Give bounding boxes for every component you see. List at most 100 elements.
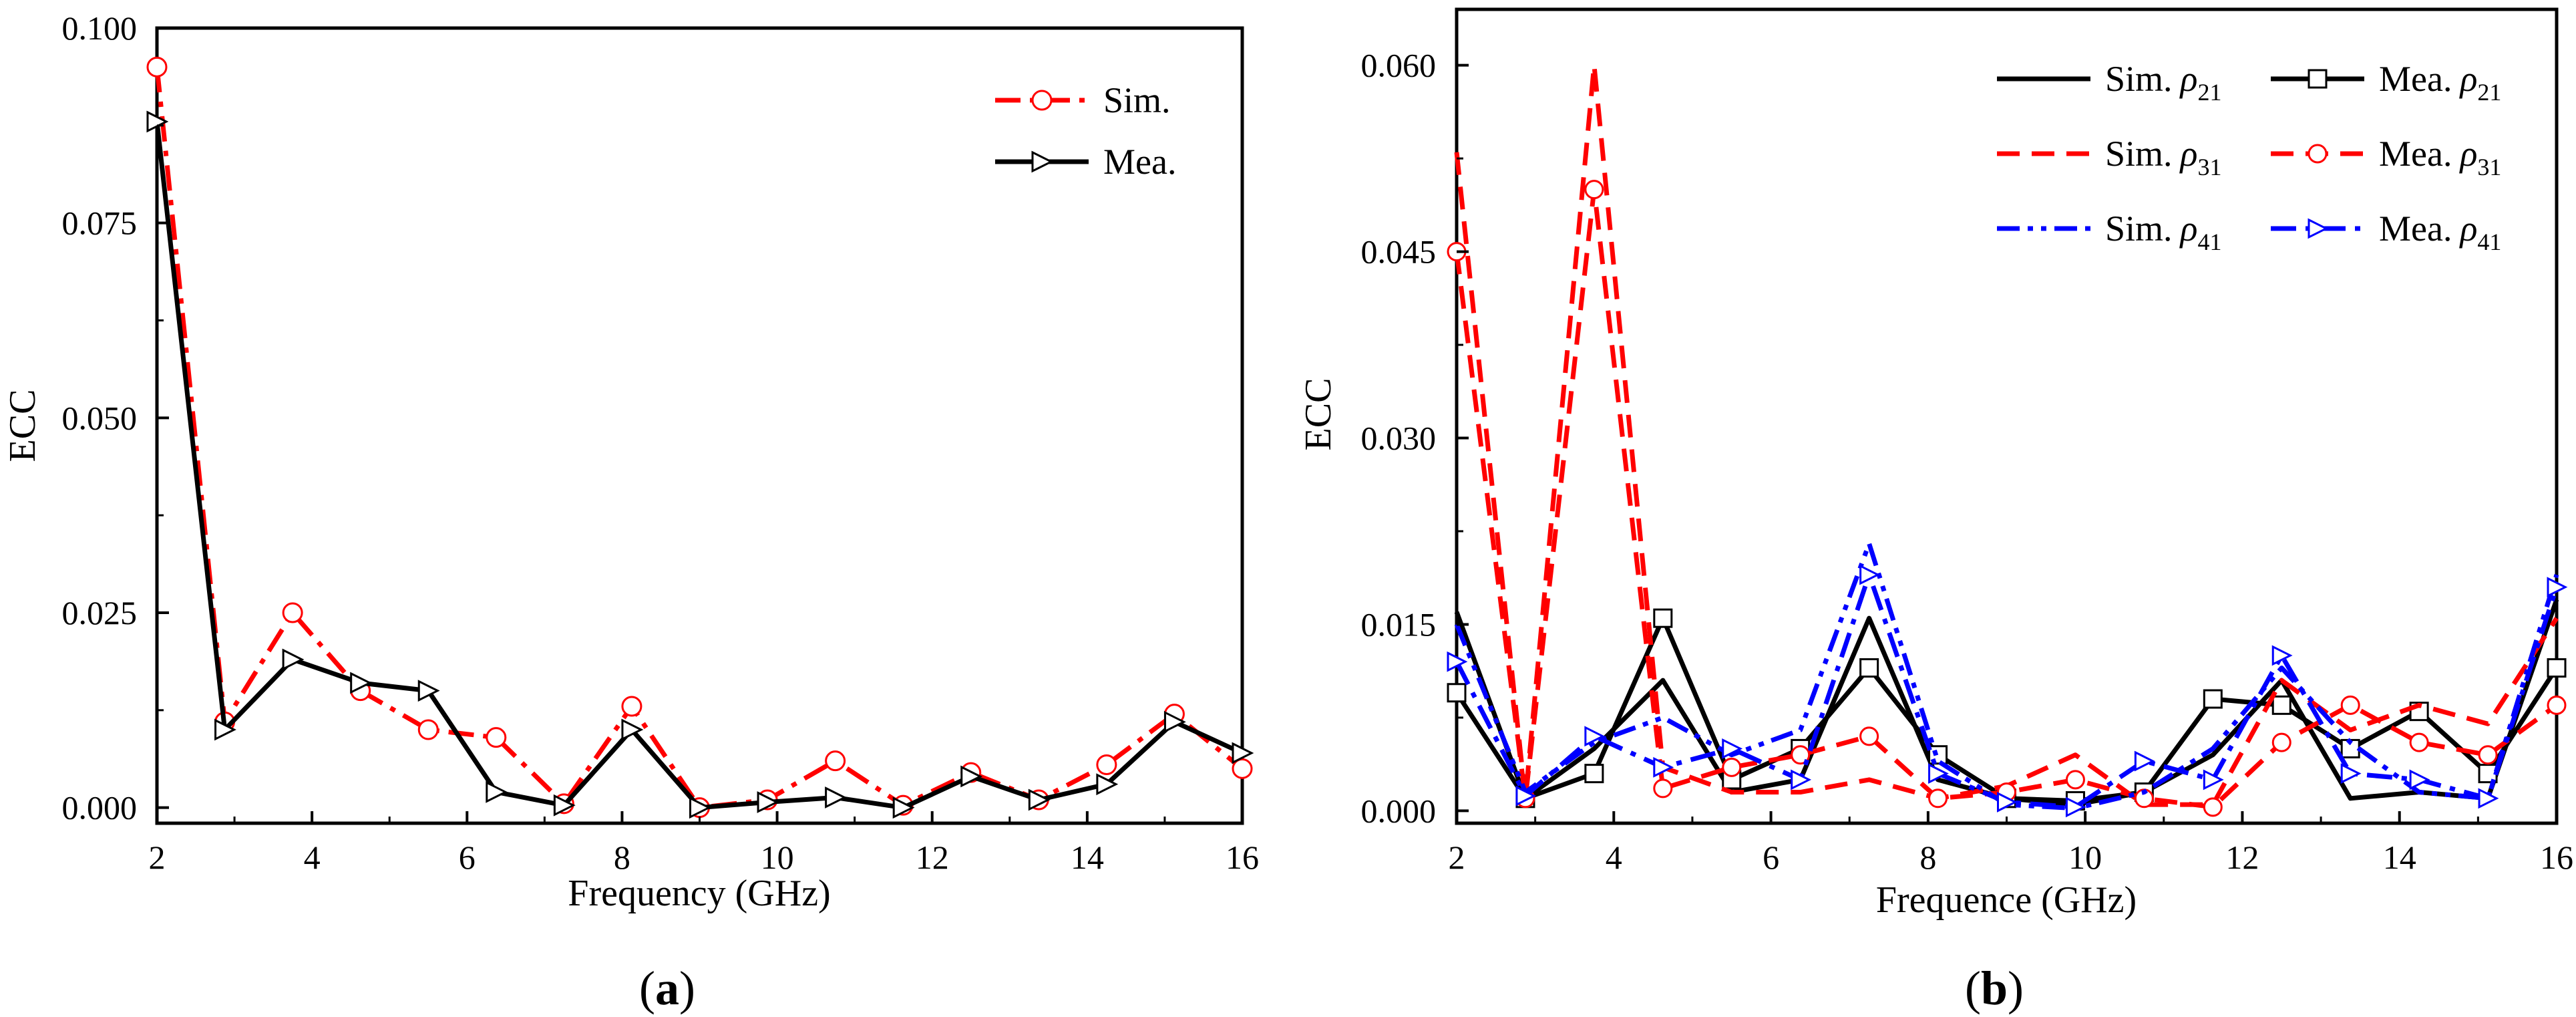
data-point: [1859, 658, 1879, 678]
x-tick-label: 16: [2540, 839, 2573, 876]
data-point: [214, 718, 236, 741]
data-point: [2271, 695, 2291, 715]
series-b-1: [1447, 608, 2567, 811]
data-point: [1232, 742, 1254, 764]
series-line: [154, 66, 1244, 811]
data-point: [757, 791, 779, 813]
data-point: [825, 786, 847, 809]
legend-item: Sim. ρ31: [1997, 134, 2221, 180]
data-point: [350, 672, 373, 694]
data-point: [621, 718, 644, 741]
data-point: [1232, 758, 1253, 779]
data-point: [1722, 738, 1743, 759]
series-a-1: [146, 110, 1254, 819]
y-axis-title-a: ECC: [2, 390, 43, 462]
data-point: [2271, 645, 2293, 666]
legend-label: Sim.: [1103, 80, 1171, 120]
x-tick-label: 14: [2383, 839, 2416, 876]
legend-marker: [2308, 69, 2328, 89]
x-tick-label: 4: [1606, 839, 1622, 876]
panel-label-a: (a): [639, 962, 695, 1015]
data-point: [892, 796, 915, 819]
data-point: [2271, 732, 2291, 752]
data-point: [2203, 797, 2223, 817]
data-point: [2547, 658, 2567, 678]
data-point: [1584, 180, 1604, 200]
data-point: [2547, 695, 2567, 715]
legend-marker: [1031, 150, 1054, 173]
data-point: [1584, 764, 1604, 784]
legend-label: Mea.: [1103, 142, 1176, 182]
data-point: [1447, 651, 1468, 672]
series-line: [1454, 599, 2559, 807]
data-point: [2478, 745, 2498, 765]
panel-label-b: (b): [1965, 962, 2024, 1015]
data-point: [2203, 689, 2223, 709]
data-point: [2065, 770, 2085, 790]
chart-panel-b: Sim. ρ21 Mea. ρ21 Sim. ρ31 Mea. ρ31 Sim. ρ41 Mea. ρ…: [1298, 7, 2573, 1015]
x-tick-label: 8: [614, 839, 630, 876]
legend-marker: [2308, 144, 2328, 164]
series-line: [1454, 541, 2559, 811]
legend-label: Mea. ρ21: [2379, 59, 2501, 106]
data-point: [2065, 796, 2086, 818]
data-point: [960, 765, 983, 788]
panel-label-b-letter: b: [1981, 962, 2008, 1015]
data-point: [2340, 695, 2360, 715]
data-point: [1791, 769, 1812, 790]
data-point: [553, 794, 576, 817]
plot-frame-a: [155, 26, 1244, 825]
data-point: [1163, 710, 1186, 733]
data-point: [1653, 778, 1673, 798]
legend-label: Sim. ρ21: [2105, 59, 2221, 106]
x-tick-label: 2: [1449, 839, 1465, 876]
data-point: [1653, 608, 1673, 628]
series-b-5: [1447, 564, 2568, 818]
legend-label: Sim. ρ31: [2105, 134, 2221, 180]
data-point: [2134, 750, 2155, 772]
data-point: [2547, 577, 2568, 598]
data-point: [2203, 769, 2224, 790]
y-tick-label: 0.025: [62, 594, 138, 631]
x-tick-label: 6: [1763, 839, 1779, 876]
data-point: [689, 796, 711, 819]
data-point: [1028, 788, 1051, 811]
data-point: [1096, 773, 1119, 796]
data-point: [2340, 763, 2362, 784]
legend-label: Mea. ρ31: [2379, 134, 2501, 180]
data-point: [146, 56, 168, 78]
series-line: [1455, 615, 2559, 804]
data-point: [2478, 788, 2499, 809]
x-axis-title-b: Frequence (GHz): [1876, 879, 2137, 921]
series-a-0: [146, 56, 1253, 819]
series-line: [154, 121, 1244, 811]
data-point: [1096, 754, 1117, 775]
y-tick-label: 0.050: [62, 399, 138, 436]
x-tick-label: 2: [149, 839, 166, 876]
y-axis-title-b: ECC: [1298, 378, 1339, 451]
data-point: [1928, 763, 1949, 784]
y-tick-label: 0.030: [1361, 420, 1437, 457]
y-tick-label: 0.045: [1361, 233, 1437, 271]
data-point: [2409, 769, 2430, 790]
data-point: [1859, 726, 1879, 746]
data-point: [825, 750, 846, 772]
data-point: [486, 780, 508, 803]
y-tick-label: 0.075: [62, 204, 138, 242]
data-point: [282, 648, 305, 671]
data-point: [1928, 788, 1948, 809]
x-tick-label: 12: [916, 839, 949, 876]
data-point: [417, 719, 439, 740]
data-point: [1722, 757, 1742, 777]
data-point: [486, 727, 507, 748]
x-tick-label: 8: [1919, 839, 1936, 876]
data-point: [1447, 683, 1467, 703]
series-line: [1454, 572, 2559, 810]
legend-a: Sim. Mea.: [995, 80, 1176, 182]
series-b-3: [1447, 180, 2567, 817]
legend-marker: [2308, 218, 2329, 239]
legend-marker: [1031, 90, 1053, 111]
panel-label-a-letter: a: [655, 962, 679, 1015]
data-point: [2409, 732, 2429, 752]
